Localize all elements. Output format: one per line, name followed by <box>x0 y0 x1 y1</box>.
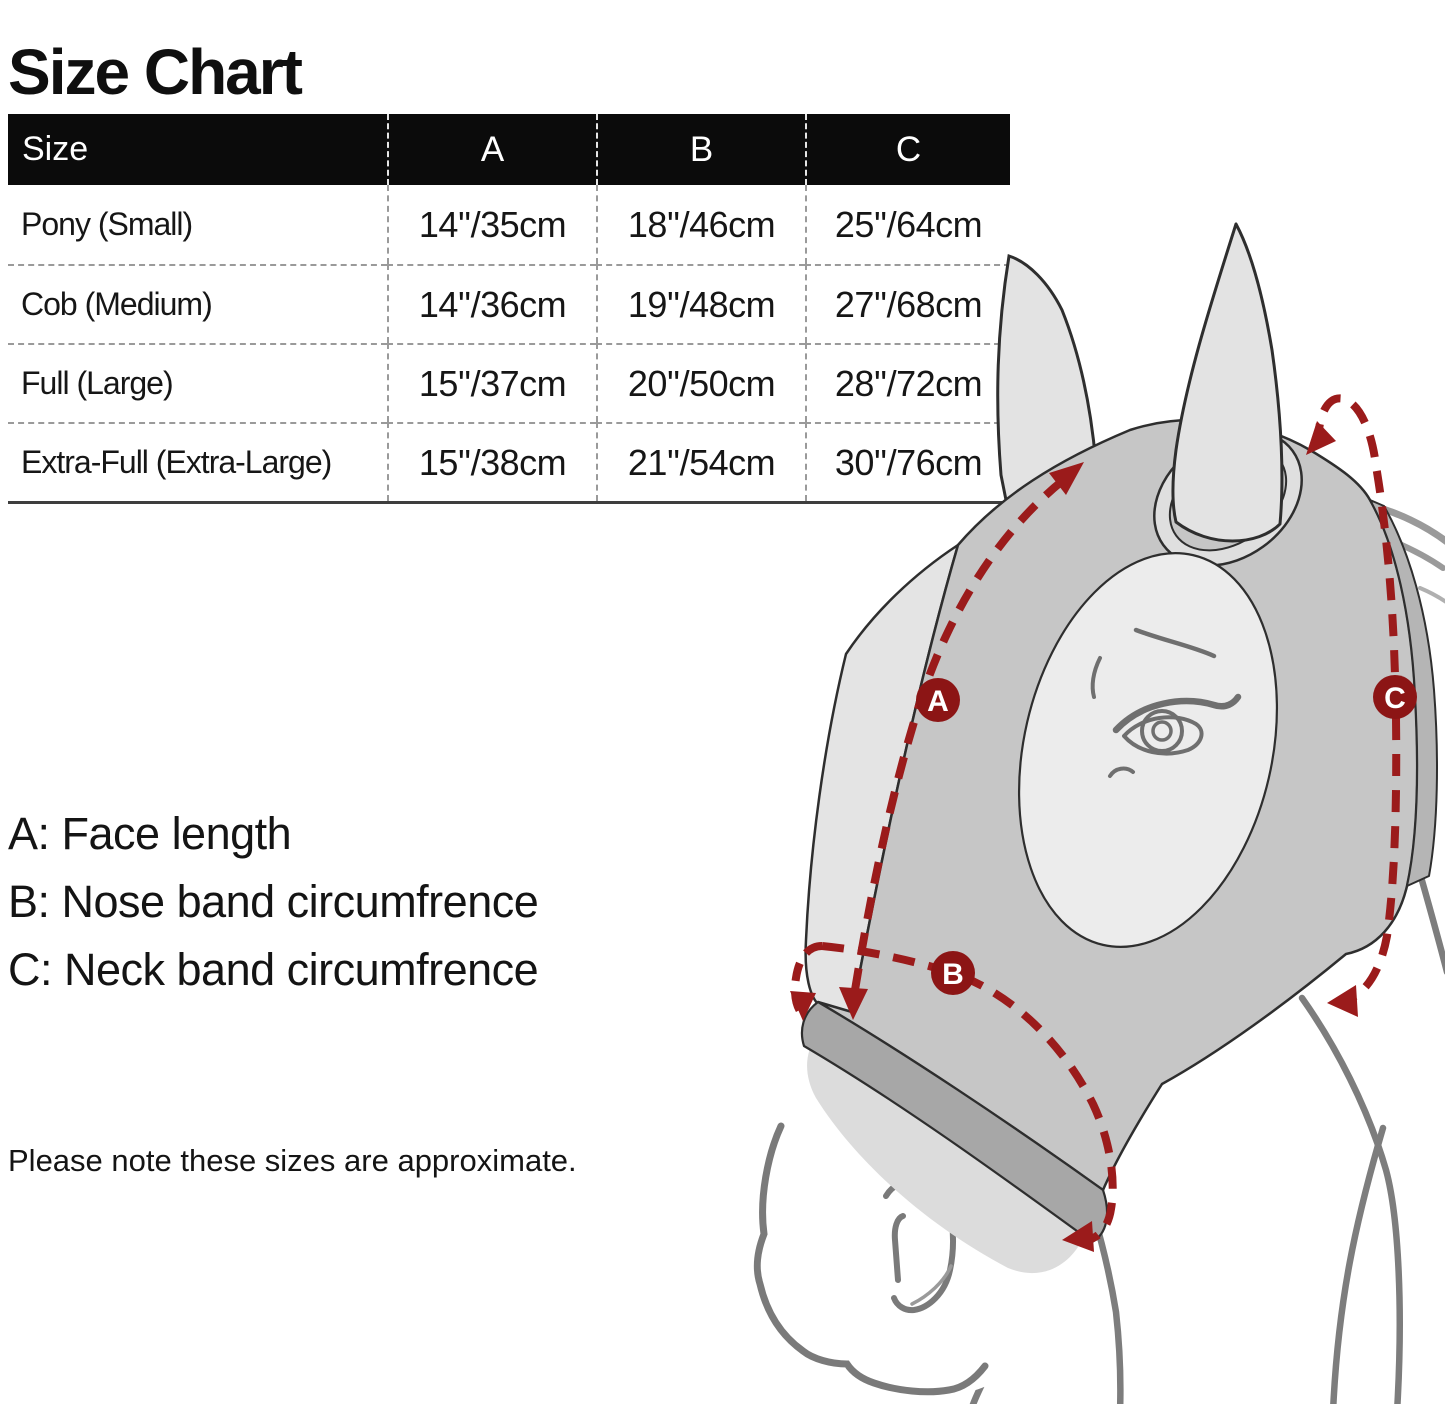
value-cell: 28''/72cm <box>805 343 1010 422</box>
measurement-legend: A: Face length B: Nose band circumfrence… <box>8 800 539 1004</box>
horse-eye <box>1090 627 1242 778</box>
upper-lash <box>1112 693 1242 734</box>
right-ear <box>1171 222 1284 543</box>
measure-a-dashed-line <box>851 474 1069 991</box>
muzzle-fill <box>760 1088 1086 1394</box>
arrowhead-c-top <box>1306 421 1336 455</box>
column-header-a: A <box>387 114 596 185</box>
column-header-c: C <box>805 114 1010 185</box>
marker-b-label: B <box>942 958 964 991</box>
pupil <box>1151 720 1173 742</box>
value-cell: 19''/48cm <box>596 264 805 343</box>
neck-band <box>1369 499 1438 887</box>
size-cell: Pony (Small) <box>8 185 387 264</box>
marker-b-badge <box>931 951 975 995</box>
size-table: Size A B C Pony (Small) 14''/35cm 18''/4… <box>8 114 1010 504</box>
measurement-b: B <box>790 942 1117 1252</box>
column-header-size: Size <box>8 114 387 185</box>
size-cell: Extra-Full (Extra-Large) <box>8 422 387 501</box>
measurement-c: C <box>1306 394 1417 1017</box>
measure-c-dashed-line-lower <box>1341 717 1401 1005</box>
brow-line <box>1133 627 1217 659</box>
size-cell: Full (Large) <box>8 343 387 422</box>
nostril-crease <box>910 1264 953 1306</box>
legend-nose-band: B: Nose band circumfrence <box>8 876 539 927</box>
brow-accent <box>1090 656 1102 699</box>
value-cell: 30''/76cm <box>805 422 1010 501</box>
measure-c-dashed-line <box>1314 394 1399 677</box>
column-header-b: B <box>596 114 805 185</box>
muzzle-shading <box>807 1044 1086 1274</box>
page-title: Size Chart <box>8 35 303 108</box>
neck-line-front <box>1298 994 1403 1404</box>
value-cell: 15''/38cm <box>387 422 596 501</box>
arrowhead-b-left <box>790 991 816 1021</box>
arrowhead-c-bottom <box>1327 985 1358 1017</box>
approximate-sizes-note: Please note these sizes are approximate. <box>8 1143 577 1178</box>
value-cell: 14''/35cm <box>387 185 596 264</box>
legend-face-length: A: Face length <box>8 808 292 859</box>
value-cell: 20''/50cm <box>596 343 805 422</box>
arrowhead-a-top <box>1049 462 1084 495</box>
measurement-a: A <box>839 462 1084 1020</box>
size-cell: Cob (Medium) <box>8 264 387 343</box>
value-cell: 25''/64cm <box>805 185 1010 264</box>
fly-mask <box>800 222 1438 1274</box>
chest-line <box>1330 1124 1387 1404</box>
cheek-mark <box>1108 766 1135 778</box>
arrowhead-a-bottom <box>839 987 868 1020</box>
marker-c-label: C <box>1384 682 1406 715</box>
eye-outline <box>1122 715 1204 756</box>
marker-a-label: A <box>927 685 949 718</box>
value-cell: 14''/36cm <box>387 264 596 343</box>
mane-wisp <box>1418 586 1445 604</box>
value-cell: 15''/37cm <box>387 343 596 422</box>
value-cell: 27''/68cm <box>805 264 1010 343</box>
value-cell: 21''/54cm <box>596 422 805 501</box>
measure-b-dashed-line <box>821 942 1117 1244</box>
arrowhead-b-bottom <box>1062 1221 1094 1252</box>
measurement-annotations: A B C <box>790 394 1417 1252</box>
marker-a-badge <box>916 678 960 722</box>
marker-c-badge <box>1373 675 1417 719</box>
nostril-inner <box>891 1213 906 1283</box>
muzzle-outline <box>753 1122 989 1396</box>
value-cell: 18''/46cm <box>596 185 805 264</box>
iris <box>1140 709 1184 753</box>
legend-neck-band: C: Neck band circumfrence <box>8 944 539 995</box>
